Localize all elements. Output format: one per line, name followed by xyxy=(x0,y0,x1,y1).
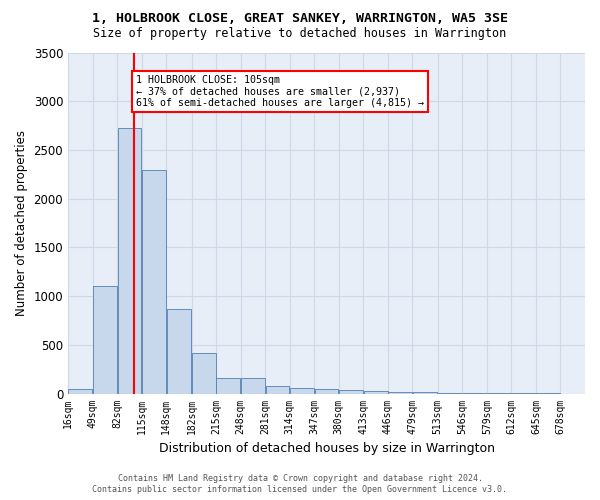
Bar xyxy=(167,309,191,394)
Bar xyxy=(93,286,117,394)
Text: 1 HOLBROOK CLOSE: 105sqm
← 37% of detached houses are smaller (2,937)
61% of sem: 1 HOLBROOK CLOSE: 105sqm ← 37% of detach… xyxy=(136,75,424,108)
Text: Contains HM Land Registry data © Crown copyright and database right 2024.
Contai: Contains HM Land Registry data © Crown c… xyxy=(92,474,508,494)
Bar xyxy=(68,388,92,394)
Y-axis label: Number of detached properties: Number of detached properties xyxy=(15,130,28,316)
Bar xyxy=(266,386,289,394)
Bar xyxy=(241,378,265,394)
Bar xyxy=(388,392,412,394)
Bar xyxy=(192,352,215,394)
Bar xyxy=(290,388,314,394)
Bar xyxy=(142,170,166,394)
Text: Size of property relative to detached houses in Warrington: Size of property relative to detached ho… xyxy=(94,28,506,40)
Bar xyxy=(217,378,240,394)
Bar xyxy=(118,128,142,394)
Bar xyxy=(364,390,388,394)
Bar xyxy=(314,389,338,394)
Bar xyxy=(339,390,363,394)
Text: 1, HOLBROOK CLOSE, GREAT SANKEY, WARRINGTON, WA5 3SE: 1, HOLBROOK CLOSE, GREAT SANKEY, WARRING… xyxy=(92,12,508,26)
Bar xyxy=(413,392,437,394)
Bar xyxy=(438,393,462,394)
X-axis label: Distribution of detached houses by size in Warrington: Distribution of detached houses by size … xyxy=(158,442,494,455)
